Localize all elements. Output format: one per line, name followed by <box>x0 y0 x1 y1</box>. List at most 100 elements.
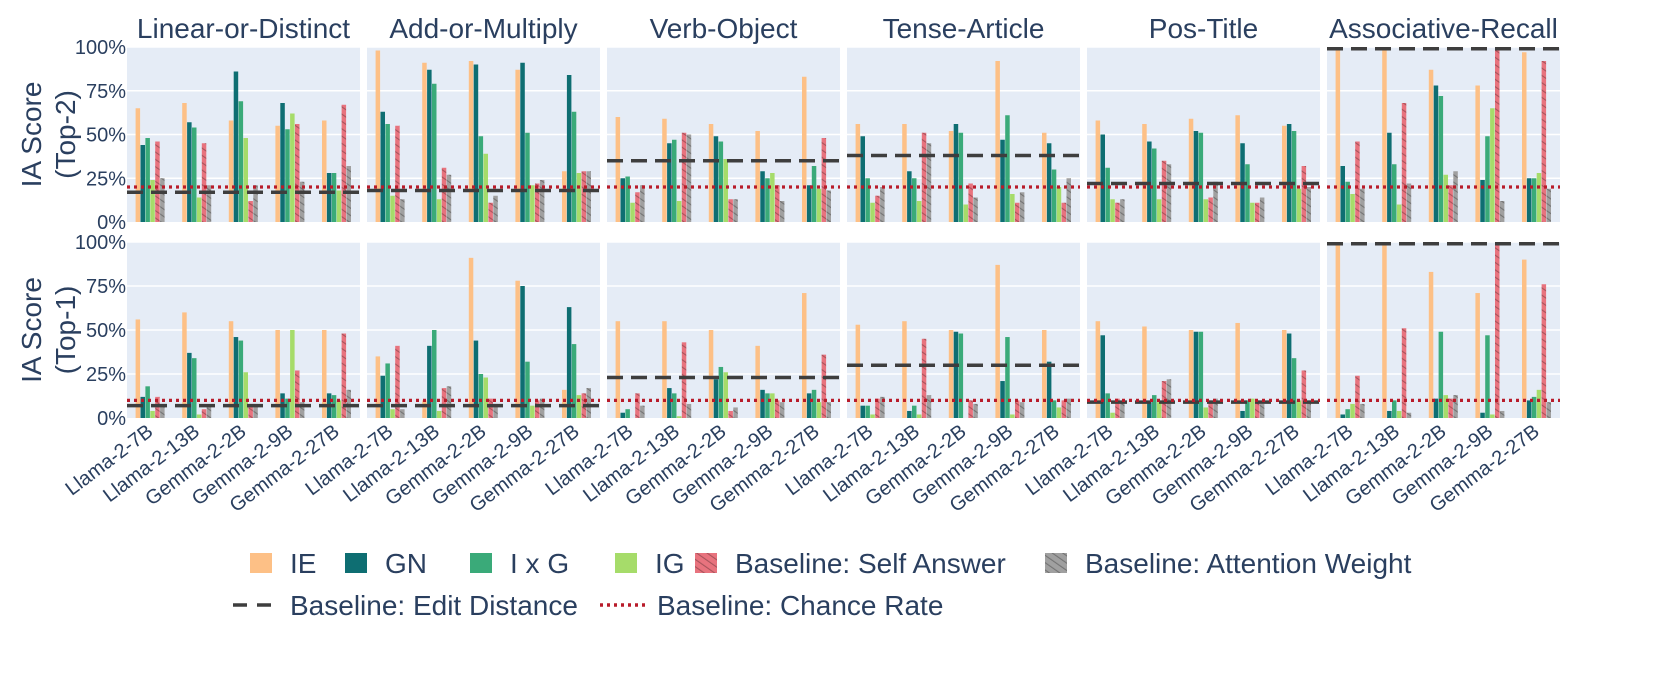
y-tick-label: 75% <box>86 81 126 103</box>
bar-hatch <box>921 132 927 222</box>
bar-i-x-g-gemma-2-2b <box>1438 96 1444 222</box>
bar-ie-llama-2-13b <box>1142 124 1147 222</box>
bar-gn-gemma-2-2b <box>233 337 239 418</box>
bar-ig-gemma-2-9b <box>530 405 535 418</box>
bar-hatch <box>441 167 447 222</box>
legend-item-baseline-edit-distance: Baseline: Edit Distance <box>233 590 578 621</box>
bar-gn-gemma-2-2b <box>1193 331 1199 418</box>
y-tick-label: 100% <box>75 37 126 59</box>
legend-item-ig: IG <box>615 548 685 579</box>
bar-i-x-g-llama-2-13b <box>432 83 437 222</box>
bar-hatch <box>733 199 738 222</box>
bar-gn-gemma-2-2b <box>713 379 719 418</box>
bar-i-x-g-gemma-2-2b <box>1198 331 1204 418</box>
bar-hatch <box>1546 188 1551 222</box>
bar-hatch <box>206 185 212 222</box>
facet-title-add-or-multiply: Add-or-Multiply <box>389 13 577 44</box>
bar-ie-llama-2-7b <box>135 319 141 418</box>
bar-i-x-g-gemma-2-2b <box>1438 331 1444 418</box>
bar-ie-gemma-2-27b <box>1522 259 1527 418</box>
bar-ig-llama-2-13b <box>676 201 682 222</box>
bar-ig-llama-2-7b <box>390 195 395 222</box>
bar-hatch <box>400 199 405 222</box>
bar-ig-llama-2-13b <box>1396 204 1402 222</box>
bar-gn-gemma-2-27b <box>1286 124 1292 222</box>
bar-hatch <box>446 386 452 418</box>
legend-item-baseline-self-answer: Baseline: Self Answer <box>695 548 1006 579</box>
bar-ie-gemma-2-2b <box>708 124 714 222</box>
bar-gn-llama-2-7b <box>1340 166 1345 222</box>
bar-gn-gemma-2-2b <box>233 71 239 222</box>
bar-ig-gemma-2-9b <box>1010 194 1015 222</box>
bar-i-x-g-gemma-2-9b <box>765 178 770 222</box>
bar-hatch <box>826 402 831 418</box>
bar-gn-llama-2-7b <box>620 178 625 222</box>
bar-hatch <box>488 202 493 222</box>
bar-ie-gemma-2-9b <box>1235 322 1240 418</box>
bar-i-x-g-llama-2-7b <box>1105 167 1110 222</box>
bar-i-x-g-gemma-2-27b <box>571 344 577 418</box>
bar-gn-gemma-2-2b <box>1193 131 1199 222</box>
bar-i-x-g-gemma-2-9b <box>765 393 770 418</box>
bar-gn-llama-2-7b <box>140 396 145 418</box>
bar-ie-gemma-2-27b <box>1282 125 1287 222</box>
bar-hatch <box>586 171 591 222</box>
bar-hatch <box>821 354 827 418</box>
bar-hatch <box>1546 402 1551 418</box>
legend-swatch <box>615 553 637 573</box>
bar-ie-llama-2-7b <box>375 50 381 222</box>
bar-i-x-g-gemma-2-9b <box>1005 337 1010 418</box>
bar-ig-gemma-2-9b <box>1010 414 1015 418</box>
bar-ig-gemma-2-9b <box>770 393 775 418</box>
bar-ig-gemma-2-2b <box>243 372 248 418</box>
bar-gn-gemma-2-27b <box>566 75 572 222</box>
bar-ig-llama-2-7b <box>870 202 875 222</box>
bar-ie-llama-2-7b <box>375 356 381 418</box>
bar-hatch <box>400 409 405 418</box>
bar-ie-gemma-2-27b <box>1042 132 1047 222</box>
bar-hatch <box>1360 188 1365 222</box>
y-tick-label: 25% <box>86 364 126 386</box>
bar-hatch <box>1161 160 1167 222</box>
bar-ig-gemma-2-2b <box>1443 174 1448 222</box>
bar-ie-llama-2-7b <box>1335 245 1341 418</box>
bar-i-x-g-gemma-2-2b <box>238 101 244 222</box>
bar-ie-llama-2-13b <box>1382 245 1387 418</box>
bar-hatch <box>160 403 165 418</box>
legend-swatch <box>470 553 492 573</box>
bar-i-x-g-gemma-2-27b <box>1051 400 1057 418</box>
bar-ie-llama-2-13b <box>422 62 427 222</box>
bar-i-x-g-llama-2-13b <box>192 358 197 418</box>
bar-ie-llama-2-7b <box>1095 120 1101 222</box>
bar-hatch <box>1255 202 1260 222</box>
bar-ie-gemma-2-2b <box>228 120 234 222</box>
bar-hatch <box>1255 400 1260 418</box>
bar-i-x-g-llama-2-13b <box>432 330 437 418</box>
bar-hatch <box>640 405 645 418</box>
bar-i-x-g-gemma-2-2b <box>478 374 484 418</box>
bar-hatch <box>880 396 885 418</box>
bar-i-x-g-gemma-2-2b <box>478 136 484 222</box>
bar-ie-llama-2-13b <box>902 124 907 222</box>
bar-ig-llama-2-7b <box>1350 194 1355 222</box>
panel-verb-object-top2 <box>607 46 840 222</box>
bar-ig-llama-2-13b <box>676 416 682 418</box>
bar-ie-gemma-2-9b <box>755 345 760 418</box>
bar-ig-gemma-2-2b <box>1443 395 1448 418</box>
bar-hatch <box>1019 192 1025 222</box>
bar-ie-gemma-2-9b <box>995 264 1000 418</box>
bar-gn-llama-2-13b <box>1387 132 1392 222</box>
bar-ie-gemma-2-27b <box>562 389 567 418</box>
bar-hatch <box>488 398 493 418</box>
bar-hatch <box>1115 398 1120 418</box>
bar-hatch <box>586 388 591 418</box>
bar-ie-llama-2-7b <box>615 117 621 222</box>
legend: IE GN I x G IG Baseline: Self Answer Baseline… <box>233 548 1412 621</box>
bar-hatch <box>299 181 305 222</box>
bar-hatch <box>1120 199 1125 222</box>
bar-gn-llama-2-7b <box>140 145 145 222</box>
bar-hatch <box>248 403 253 418</box>
legend-label: Baseline: Edit Distance <box>290 590 578 621</box>
panel-add-or-multiply-top1 <box>367 241 600 418</box>
